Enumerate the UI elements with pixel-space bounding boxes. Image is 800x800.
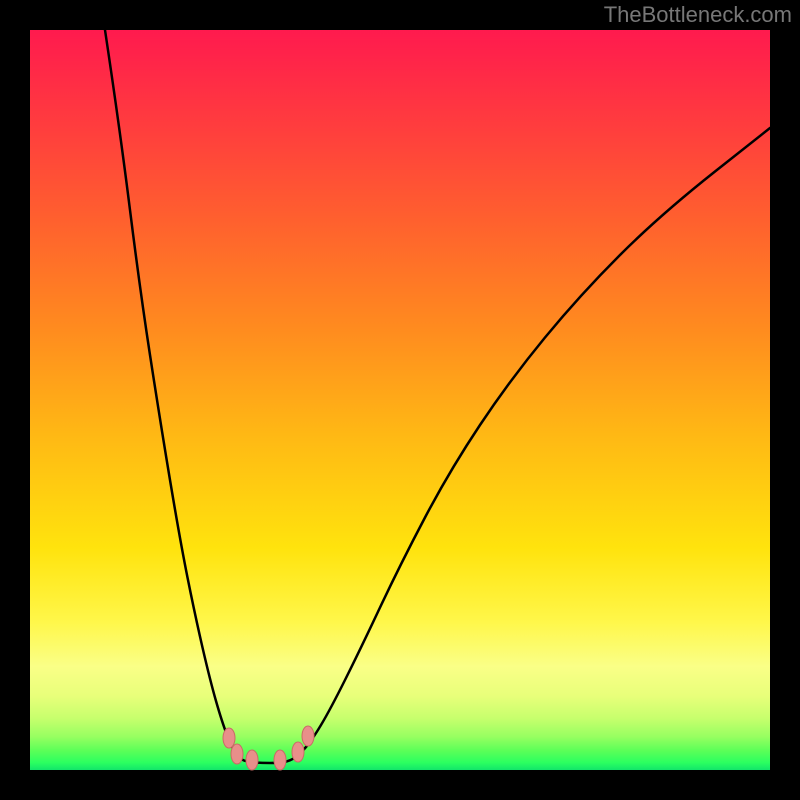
gradient-background xyxy=(30,30,770,770)
curve-marker xyxy=(231,744,243,764)
curve-marker xyxy=(302,726,314,746)
watermark-text: TheBottleneck.com xyxy=(604,2,792,28)
bottleneck-curve-chart xyxy=(0,0,800,800)
curve-marker xyxy=(274,750,286,770)
curve-marker xyxy=(223,728,235,748)
curve-marker xyxy=(246,750,258,770)
curve-marker xyxy=(292,742,304,762)
stage: TheBottleneck.com xyxy=(0,0,800,800)
